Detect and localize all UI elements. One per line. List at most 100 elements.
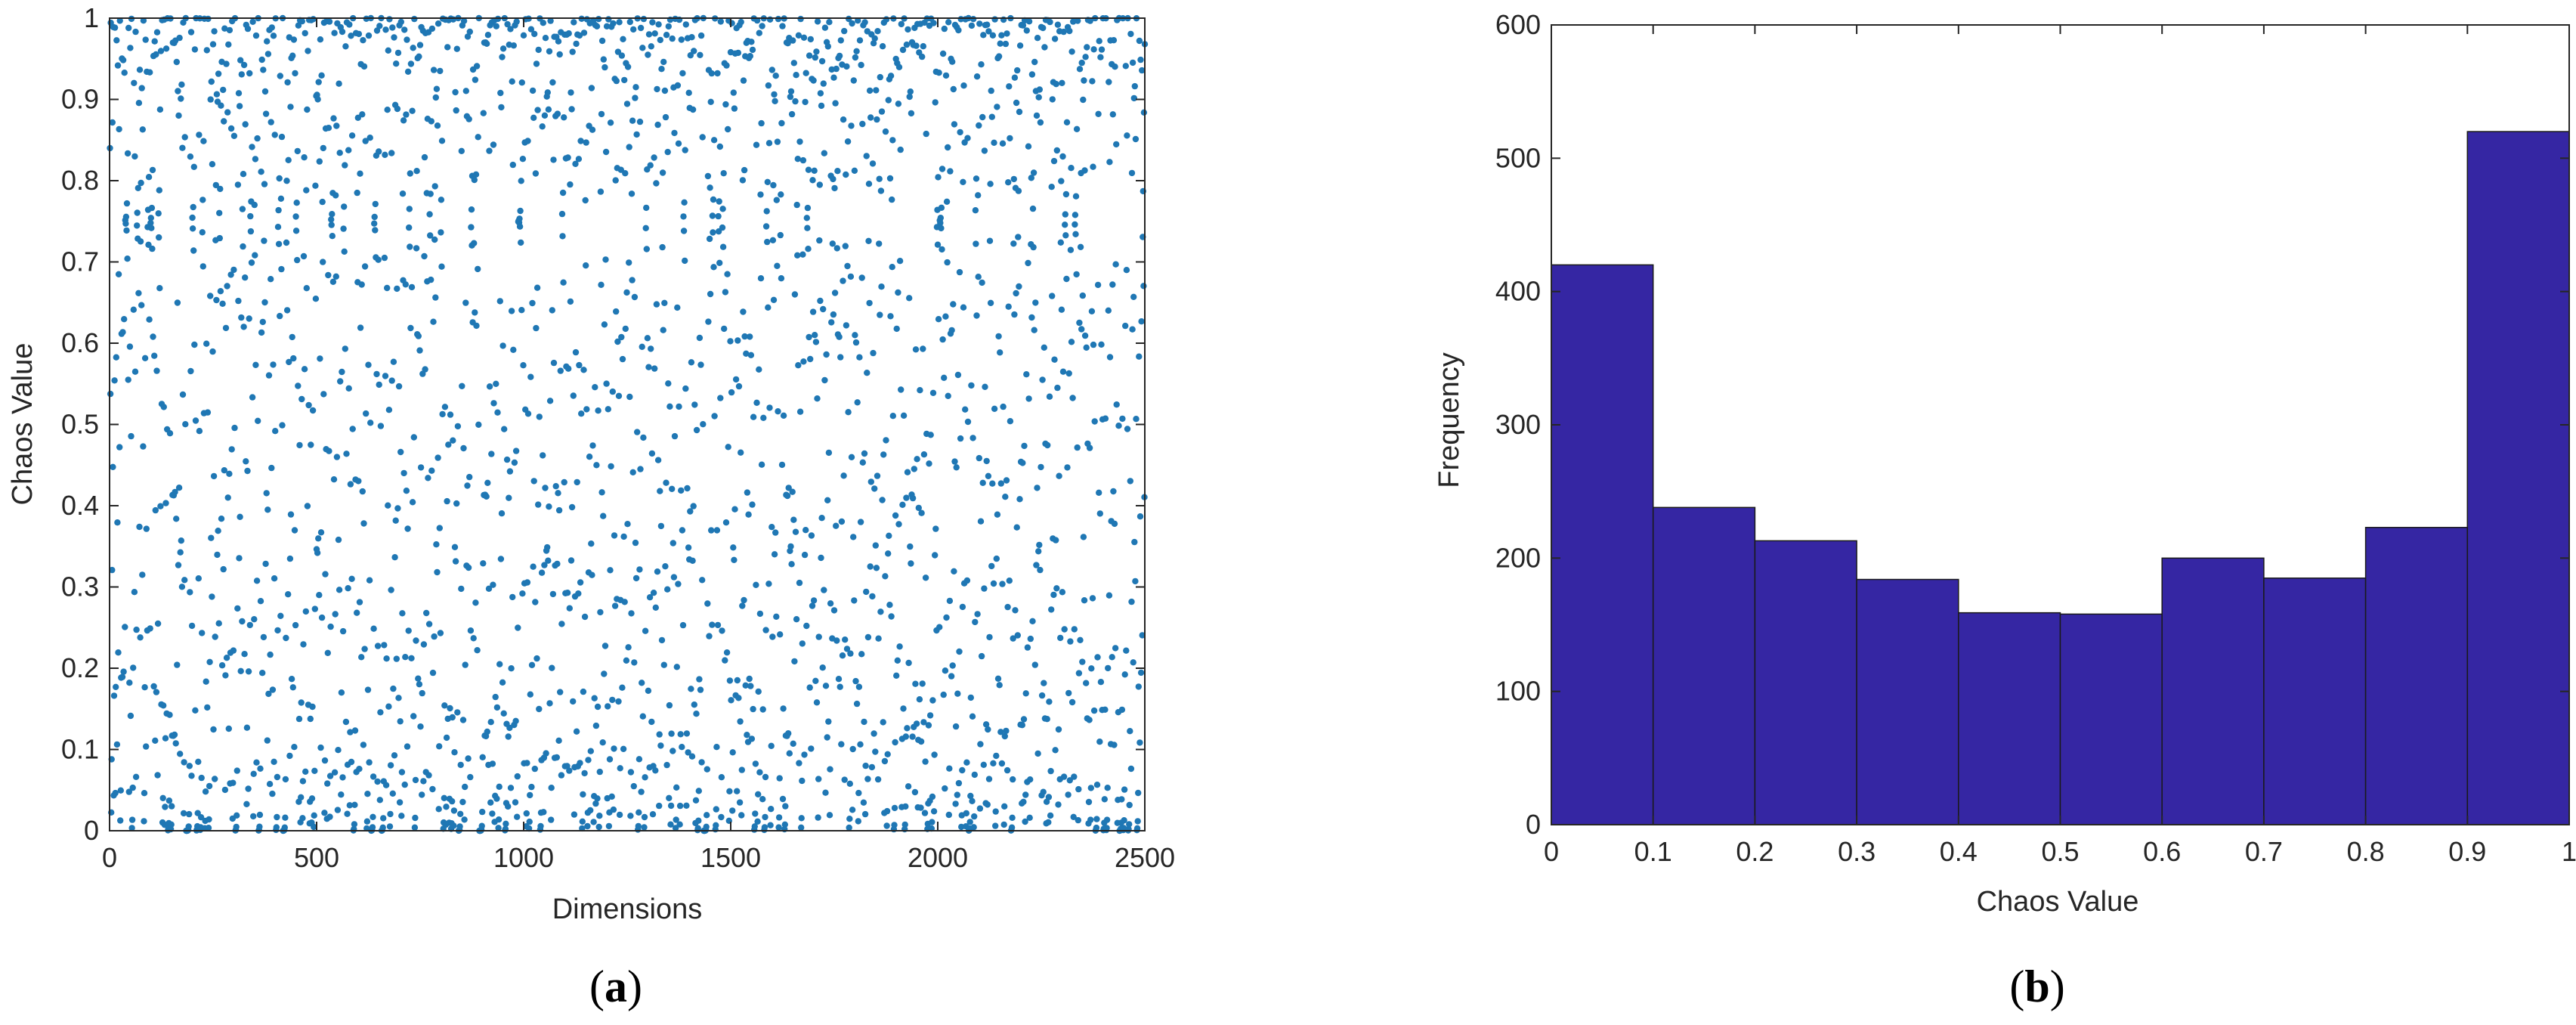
- scatter-point: [1048, 184, 1055, 190]
- scatter-point: [811, 167, 818, 174]
- scatter-point: [157, 48, 165, 54]
- scatter-point: [1098, 341, 1105, 348]
- scatter-point: [731, 506, 738, 512]
- scatter-point: [876, 175, 883, 182]
- scatter-point: [567, 181, 574, 188]
- scatter-point: [658, 66, 665, 73]
- scatter-point: [268, 24, 275, 31]
- scatter-point: [954, 371, 962, 379]
- scatter-point: [771, 91, 778, 98]
- scatter-point: [415, 333, 422, 339]
- scatter-point: [993, 555, 1000, 562]
- scatter-point: [703, 823, 710, 831]
- scatter-point: [592, 800, 599, 807]
- scatter-point: [227, 271, 234, 278]
- scatter-point: [224, 109, 231, 116]
- scatter-point: [827, 600, 834, 607]
- scatter-point: [231, 424, 238, 432]
- scatter-point: [787, 543, 794, 550]
- scatter-y-tick-label: 0.7: [61, 246, 99, 277]
- scatter-point: [918, 509, 925, 516]
- scatter-point: [682, 257, 688, 265]
- scatter-point: [138, 179, 144, 187]
- scatter-point: [669, 485, 676, 492]
- scatter-point: [398, 813, 405, 819]
- scatter-point: [182, 421, 189, 428]
- scatter-point: [208, 534, 215, 541]
- scatter-point: [632, 84, 639, 91]
- scatter-point: [846, 780, 854, 788]
- scatter-point: [627, 813, 634, 819]
- scatter-point: [364, 686, 372, 693]
- scatter-point: [499, 679, 506, 686]
- scatter-y-axis-label: Chaos Value: [7, 343, 39, 506]
- scatter-point: [314, 550, 321, 556]
- scatter-point: [682, 21, 689, 28]
- scatter-point: [256, 811, 264, 819]
- scatter-point: [260, 67, 267, 73]
- scatter-point: [960, 82, 967, 89]
- scatter-point: [506, 494, 512, 501]
- scatter-point: [812, 332, 818, 339]
- scatter-point: [793, 72, 799, 79]
- scatter-point: [277, 73, 283, 79]
- scatter-point: [400, 469, 407, 477]
- scatter-point: [669, 35, 676, 42]
- scatter-point: [967, 694, 975, 701]
- scatter-point: [591, 695, 598, 701]
- scatter-point: [630, 782, 637, 790]
- histogram-y-tick-label: 500: [1495, 142, 1541, 173]
- scatter-point: [292, 213, 299, 220]
- scatter-point: [817, 297, 824, 305]
- scatter-point: [1056, 472, 1062, 479]
- scatter-point: [1090, 163, 1096, 170]
- scatter-point: [1076, 66, 1084, 73]
- scatter-point: [891, 804, 898, 812]
- scatter-point: [571, 811, 578, 818]
- scatter-point: [747, 351, 755, 358]
- scatter-point: [1003, 30, 1010, 37]
- scatter-point: [168, 821, 175, 828]
- scatter-point: [809, 602, 816, 609]
- scatter-point: [727, 338, 734, 345]
- scatter-point: [654, 457, 662, 463]
- scatter-point: [1087, 785, 1095, 791]
- scatter-point: [878, 108, 886, 115]
- scatter-point: [939, 50, 947, 57]
- scatter-point: [333, 122, 340, 129]
- scatter-point: [1016, 42, 1024, 49]
- scatter-point: [286, 555, 294, 562]
- scatter-point: [892, 739, 898, 746]
- scatter-point: [1053, 147, 1061, 154]
- scatter-point: [942, 667, 949, 674]
- scatter-point: [762, 813, 768, 821]
- scatter-point: [666, 701, 673, 709]
- scatter-point: [458, 147, 465, 154]
- scatter-point: [317, 355, 323, 362]
- scatter-point: [151, 38, 158, 45]
- scatter-point: [1091, 418, 1098, 425]
- scatter-point: [1036, 541, 1043, 549]
- scatter-point: [750, 413, 757, 420]
- scatter-point: [1013, 524, 1020, 531]
- scatter-point: [1059, 153, 1066, 160]
- scatter-point: [623, 101, 631, 107]
- scatter-point: [392, 517, 399, 524]
- scatter-point: [500, 710, 507, 717]
- scatter-point: [839, 652, 846, 659]
- scatter-point: [511, 459, 518, 466]
- scatter-point: [1105, 664, 1112, 672]
- scatter-point: [941, 25, 948, 33]
- scatter-point: [1068, 698, 1076, 706]
- scatter-point: [366, 577, 373, 584]
- scatter-point: [920, 451, 928, 458]
- scatter-point: [282, 776, 289, 783]
- scatter-point: [611, 532, 618, 539]
- scatter-point: [282, 814, 289, 821]
- scatter-point: [617, 765, 623, 772]
- scatter-x-ticks: 0 500 1000 1500 2000 2500: [102, 18, 1175, 873]
- scatter-point: [1016, 108, 1023, 116]
- scatter-point: [459, 382, 465, 389]
- scatter-point: [657, 742, 664, 749]
- scatter-point: [430, 67, 438, 73]
